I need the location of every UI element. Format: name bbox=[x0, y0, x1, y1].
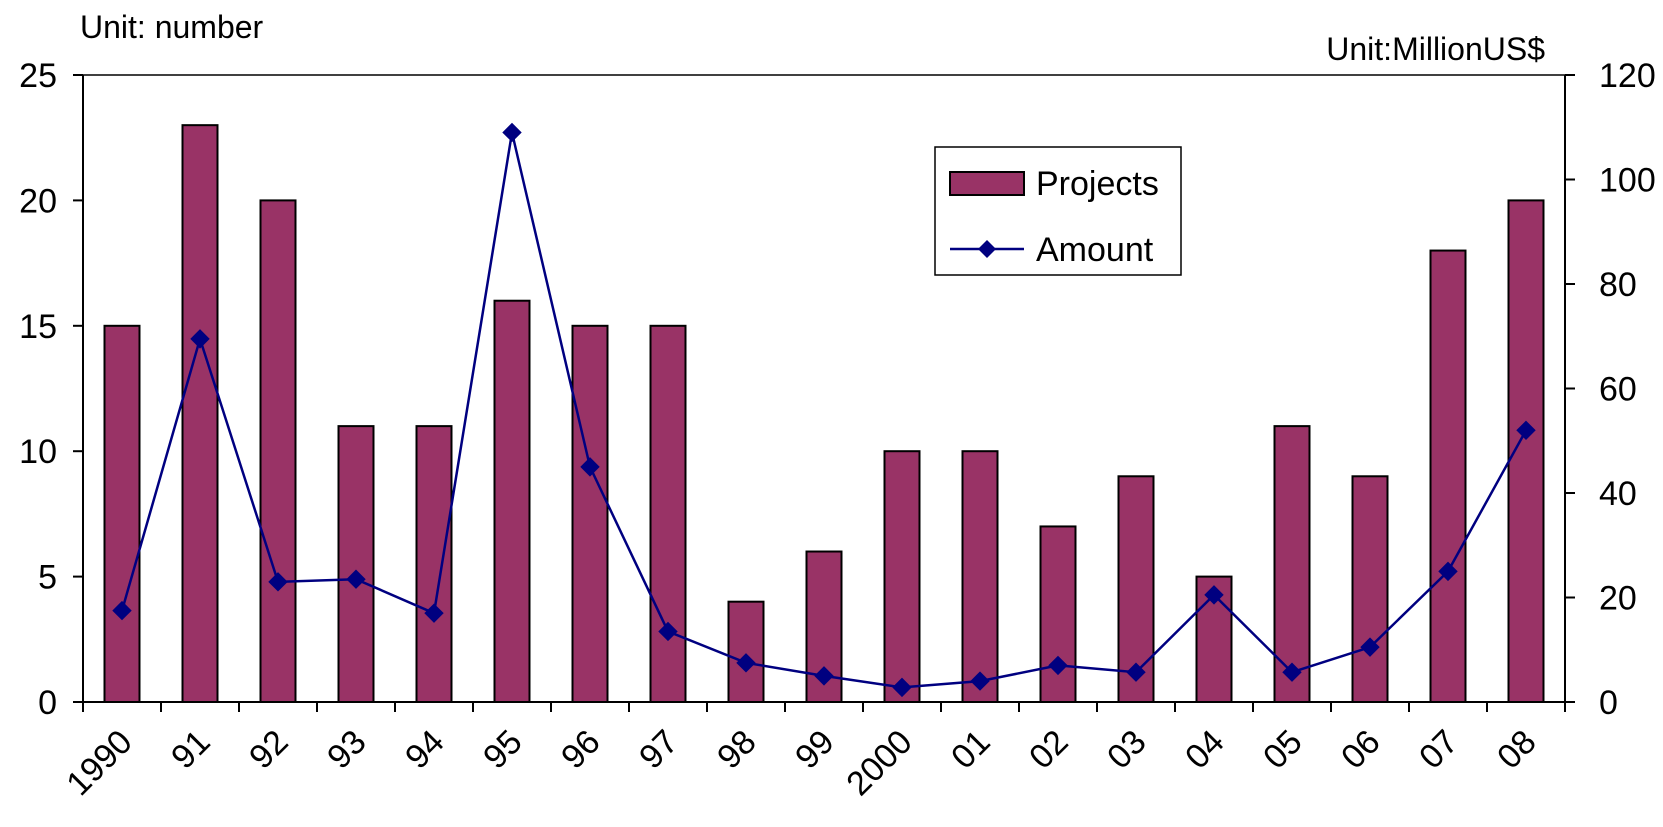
bar bbox=[571, 324, 609, 703]
x-tick-label: 92 bbox=[242, 723, 296, 777]
right-tick-label: 100 bbox=[1599, 162, 1656, 200]
bar bbox=[493, 299, 531, 703]
x-tick-label: 03 bbox=[1100, 723, 1154, 777]
legend-box bbox=[934, 146, 1182, 276]
bar bbox=[337, 425, 375, 703]
bar bbox=[1039, 525, 1077, 703]
x-tick-label: 2000 bbox=[839, 723, 919, 803]
legend-bar-swatch bbox=[949, 171, 1025, 196]
amount-point bbox=[190, 329, 210, 349]
x-tick-label: 05 bbox=[1256, 723, 1310, 777]
amount-point bbox=[1204, 585, 1224, 605]
left-tick-label: 25 bbox=[19, 57, 57, 95]
amount-point bbox=[346, 569, 366, 589]
amount-point bbox=[892, 677, 912, 698]
left-tick-label: 10 bbox=[19, 433, 57, 471]
bar bbox=[181, 124, 219, 704]
x-tick-label: 98 bbox=[710, 723, 764, 777]
x-tick-label: 04 bbox=[1178, 723, 1232, 777]
legend-label-amount: Amount bbox=[1036, 231, 1154, 269]
bar bbox=[961, 450, 999, 704]
x-tick-label: 01 bbox=[944, 723, 998, 777]
left-tick-label: 0 bbox=[38, 684, 57, 722]
bar bbox=[727, 600, 765, 703]
x-tick-label: 97 bbox=[632, 723, 686, 777]
amount-point bbox=[658, 621, 678, 642]
right-tick-label: 120 bbox=[1599, 57, 1656, 95]
x-tick-label: 93 bbox=[320, 723, 374, 777]
amount-point bbox=[814, 666, 834, 686]
x-tick-label: 91 bbox=[164, 723, 218, 777]
right-axis-label: Unit:MillionUS$ bbox=[1326, 31, 1545, 67]
amount-point bbox=[1516, 420, 1536, 441]
left-tick-label: 5 bbox=[38, 559, 57, 597]
bar bbox=[415, 425, 453, 703]
x-tick-label: 02 bbox=[1022, 723, 1076, 777]
amount-point bbox=[1360, 637, 1380, 657]
amount-point bbox=[502, 122, 522, 143]
x-tick-label: 07 bbox=[1412, 723, 1466, 777]
x-tick-label: 06 bbox=[1334, 723, 1388, 777]
left-tick-label: 20 bbox=[19, 182, 57, 220]
legend-diamond-marker bbox=[978, 240, 996, 258]
amount-point bbox=[268, 572, 288, 592]
bar bbox=[103, 324, 141, 703]
bar bbox=[649, 324, 687, 703]
amount-point bbox=[1282, 662, 1302, 682]
legend-label-projects: Projects bbox=[1036, 165, 1159, 203]
amount-point bbox=[970, 671, 990, 691]
amount-point bbox=[580, 457, 600, 477]
amount-point bbox=[1438, 561, 1458, 582]
x-tick-label: 08 bbox=[1490, 723, 1544, 777]
amount-point bbox=[424, 603, 444, 623]
x-tick-label: 99 bbox=[788, 723, 842, 777]
x-tick-label: 96 bbox=[554, 723, 608, 777]
legend: Projects Amount bbox=[934, 146, 1182, 276]
amount-point bbox=[736, 653, 756, 673]
right-tick-label: 60 bbox=[1599, 371, 1637, 409]
bar bbox=[883, 450, 921, 704]
x-tick-label: 1990 bbox=[59, 723, 139, 803]
bar bbox=[1273, 425, 1311, 703]
right-tick-label: 20 bbox=[1599, 580, 1637, 618]
right-tick-label: 40 bbox=[1599, 475, 1637, 513]
left-tick-label: 15 bbox=[19, 308, 57, 346]
amount-point bbox=[112, 600, 132, 621]
right-tick-label: 0 bbox=[1599, 684, 1618, 722]
bar bbox=[1429, 249, 1467, 703]
amount-point bbox=[1048, 655, 1068, 676]
x-tick-label: 94 bbox=[398, 723, 452, 777]
bar bbox=[259, 199, 297, 703]
x-tick-label: 95 bbox=[476, 723, 530, 777]
left-axis-label: Unit: number bbox=[80, 9, 264, 45]
bar bbox=[1351, 475, 1389, 703]
amount-point bbox=[1126, 662, 1146, 682]
right-tick-label: 80 bbox=[1599, 266, 1637, 304]
